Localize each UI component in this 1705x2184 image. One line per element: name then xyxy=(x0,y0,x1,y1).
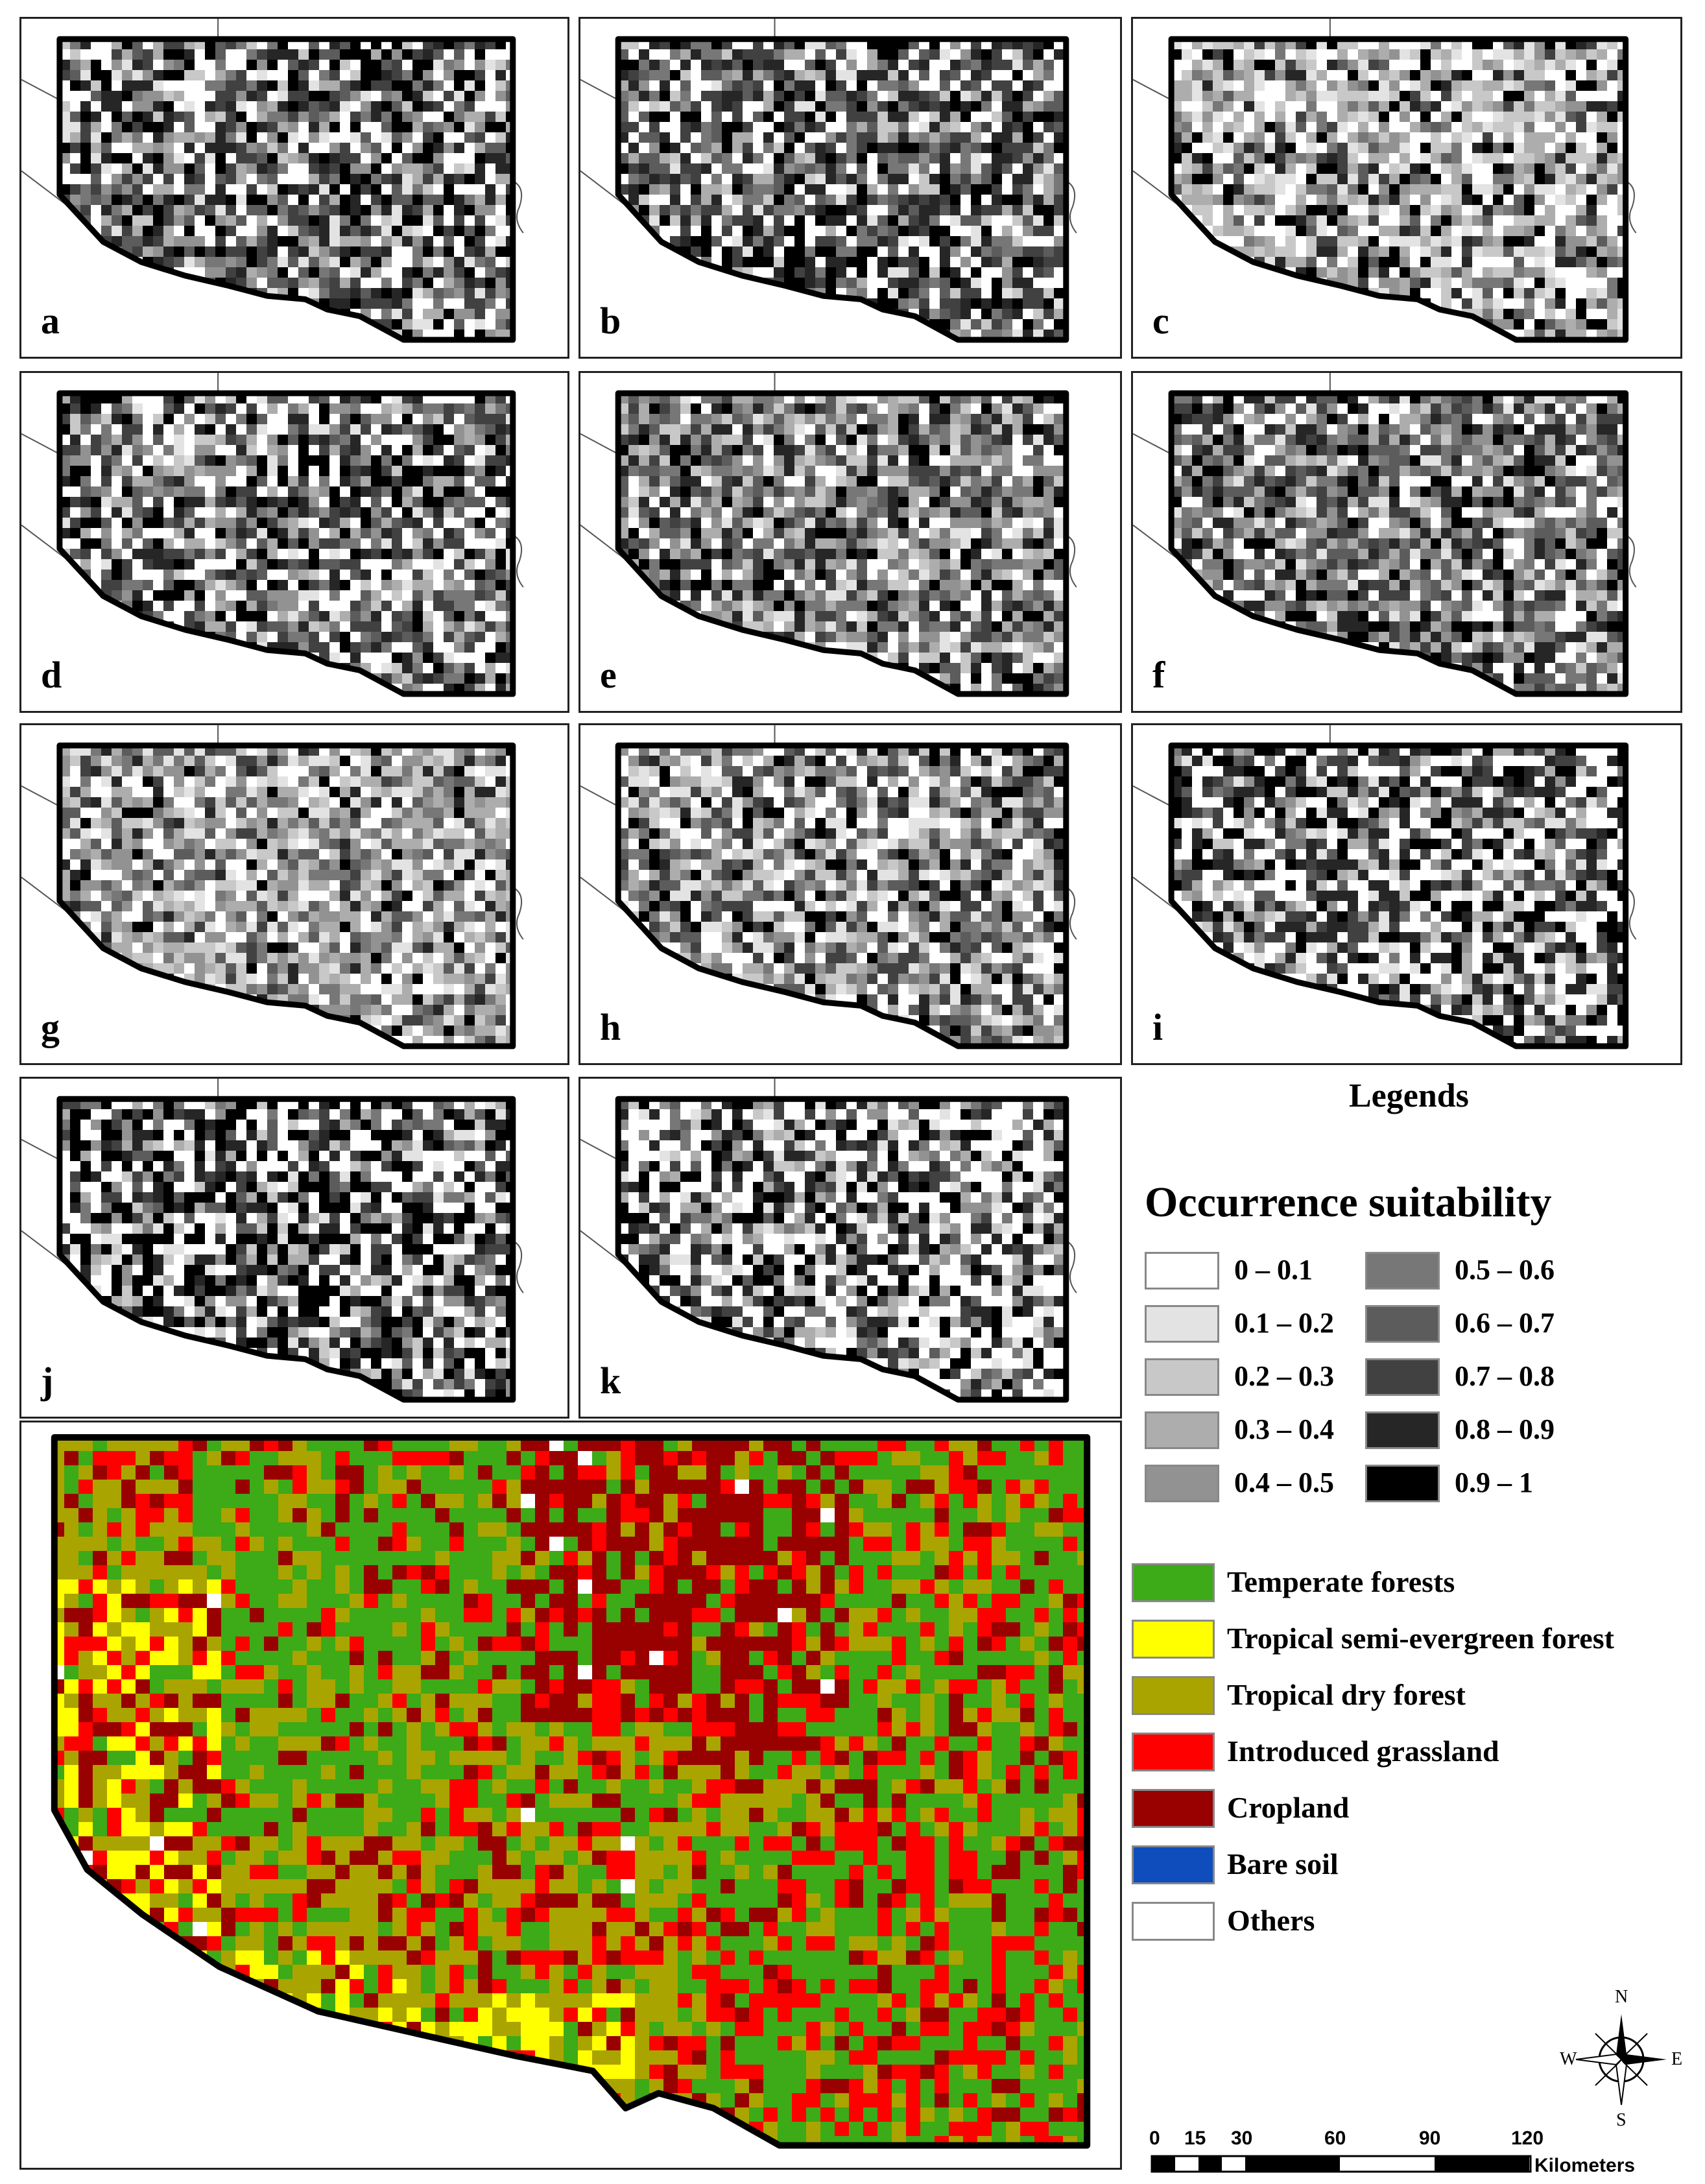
panel-label: e xyxy=(600,654,617,696)
occurrence-swatch-label: 0.8 – 0.9 xyxy=(1455,1413,1555,1445)
landcover-swatch-label: Tropical dry forest xyxy=(1227,1678,1466,1711)
suitability-map xyxy=(580,1079,1077,1403)
landcover-swatch-label: Introduced grassland xyxy=(1227,1734,1499,1768)
landcover-swatch-label: Others xyxy=(1227,1904,1315,1937)
compass-w-label: W xyxy=(1560,2049,1577,2069)
suitability-raster xyxy=(618,1099,1066,1400)
occurrence-swatch xyxy=(1365,1252,1440,1290)
panel-label: f xyxy=(1152,654,1165,696)
occurrence-suitability-title: Occurrence suitability xyxy=(1145,1179,1552,1226)
occurrence-swatch-label: 0.4 – 0.5 xyxy=(1234,1467,1334,1498)
legends-title: Legends xyxy=(1349,1077,1469,1114)
landcover-swatch xyxy=(1132,1733,1215,1771)
landcover-swatch-label: Temperate forests xyxy=(1227,1565,1455,1598)
map-panel-g: g xyxy=(19,723,569,1065)
landcover-swatch-label: Tropical semi-evergreen forest xyxy=(1227,1622,1614,1655)
landcover-swatch xyxy=(1132,1563,1215,1602)
landcover-swatch xyxy=(1132,1902,1215,1941)
scale-tick-label: 120 xyxy=(1511,2128,1544,2149)
scale-tick-label: 60 xyxy=(1324,2128,1346,2149)
scale-tick-label: 30 xyxy=(1231,2128,1253,2149)
suitability-raster xyxy=(1171,39,1626,340)
occurrence-swatch xyxy=(1145,1305,1219,1343)
landcover-map xyxy=(51,1434,1091,2149)
suitability-raster xyxy=(618,745,1066,1046)
panel-label: j xyxy=(41,1360,54,1402)
map-panel-j: j xyxy=(19,1077,569,1419)
scale-tick-label: 0 xyxy=(1149,2128,1160,2149)
landcover-map-panel xyxy=(19,1421,1122,2170)
landcover-swatch-label: Bare soil xyxy=(1227,1847,1339,1880)
scale-tick-label: 90 xyxy=(1419,2128,1441,2149)
map-panel-h: h xyxy=(578,723,1122,1065)
map-panel-i: i xyxy=(1131,723,1682,1065)
suitability-map xyxy=(580,725,1077,1050)
occurrence-swatch-label: 0.6 – 0.7 xyxy=(1455,1307,1555,1339)
suitability-raster xyxy=(1171,745,1626,1046)
panel-label: b xyxy=(600,300,621,342)
panel-label: a xyxy=(41,300,60,342)
suitability-map xyxy=(21,373,524,697)
suitability-map xyxy=(580,373,1077,697)
suitability-map xyxy=(1133,725,1637,1050)
scale-unit: Kilometers xyxy=(1534,2155,1636,2176)
occurrence-swatch xyxy=(1145,1252,1219,1290)
suitability-raster xyxy=(1171,393,1626,694)
suitability-raster xyxy=(618,39,1066,340)
compass-e-label: E xyxy=(1671,2049,1683,2069)
landcover-raster xyxy=(54,1437,1088,2146)
map-panel-e: e xyxy=(578,371,1122,713)
scale-bar-graphic xyxy=(1151,2155,1532,2173)
suitability-raster xyxy=(59,745,513,1046)
occurrence-swatch xyxy=(1365,1411,1440,1449)
compass-rose-icon xyxy=(1575,2014,1667,2106)
suitability-raster xyxy=(59,39,513,340)
landcover-swatch xyxy=(1132,1789,1215,1828)
occurrence-swatch-label: 0.5 – 0.6 xyxy=(1455,1254,1555,1286)
suitability-map xyxy=(1133,373,1637,697)
occurrence-swatch-label: 0.1 – 0.2 xyxy=(1234,1307,1334,1339)
landcover-swatch-label: Cropland xyxy=(1227,1791,1350,1824)
compass-n-label: N xyxy=(1615,1987,1628,2007)
occurrence-swatch-label: 0.2 – 0.3 xyxy=(1234,1360,1334,1392)
panel-label: d xyxy=(41,654,62,696)
occurrence-swatch-label: 0 – 0.1 xyxy=(1234,1254,1313,1286)
occurrence-swatch xyxy=(1365,1305,1440,1343)
landcover-swatch xyxy=(1132,1676,1215,1715)
panel-label: g xyxy=(41,1006,60,1048)
occurrence-swatch-label: 0.7 – 0.8 xyxy=(1455,1360,1555,1392)
suitability-map xyxy=(21,1079,524,1403)
occurrence-swatch xyxy=(1145,1465,1219,1502)
landcover-swatch xyxy=(1132,1620,1215,1659)
map-panel-d: d xyxy=(19,371,569,713)
panel-label: h xyxy=(600,1006,621,1048)
landcover-swatch xyxy=(1132,1845,1215,1884)
occurrence-swatch xyxy=(1145,1411,1219,1449)
suitability-map xyxy=(21,19,524,343)
panel-label: i xyxy=(1152,1006,1163,1048)
suitability-map xyxy=(1133,19,1637,343)
occurrence-swatch xyxy=(1365,1465,1440,1502)
map-panel-b: b xyxy=(578,17,1122,359)
scale-bar: 0 15 30 60 90 120 Kilometers xyxy=(1148,2128,1680,2179)
scale-tick-label: 15 xyxy=(1184,2128,1206,2149)
compass-s-label: S xyxy=(1616,2110,1627,2130)
suitability-raster xyxy=(618,393,1066,694)
suitability-raster xyxy=(59,1099,513,1400)
map-panel-k: k xyxy=(578,1077,1122,1419)
north-arrow: N S W E xyxy=(1560,1987,1682,2130)
suitability-map xyxy=(580,19,1077,343)
suitability-raster xyxy=(59,393,513,694)
occurrence-swatch-label: 0.3 – 0.4 xyxy=(1234,1413,1334,1445)
map-panel-a: a xyxy=(19,17,569,359)
map-panel-f: f xyxy=(1131,371,1682,713)
occurrence-swatch xyxy=(1365,1358,1440,1396)
panel-label: c xyxy=(1152,300,1169,342)
map-panel-c: c xyxy=(1131,17,1682,359)
panel-label: k xyxy=(600,1360,621,1402)
occurrence-swatch xyxy=(1145,1358,1219,1396)
occurrence-swatch-label: 0.9 – 1 xyxy=(1455,1467,1533,1498)
suitability-map xyxy=(21,725,524,1050)
